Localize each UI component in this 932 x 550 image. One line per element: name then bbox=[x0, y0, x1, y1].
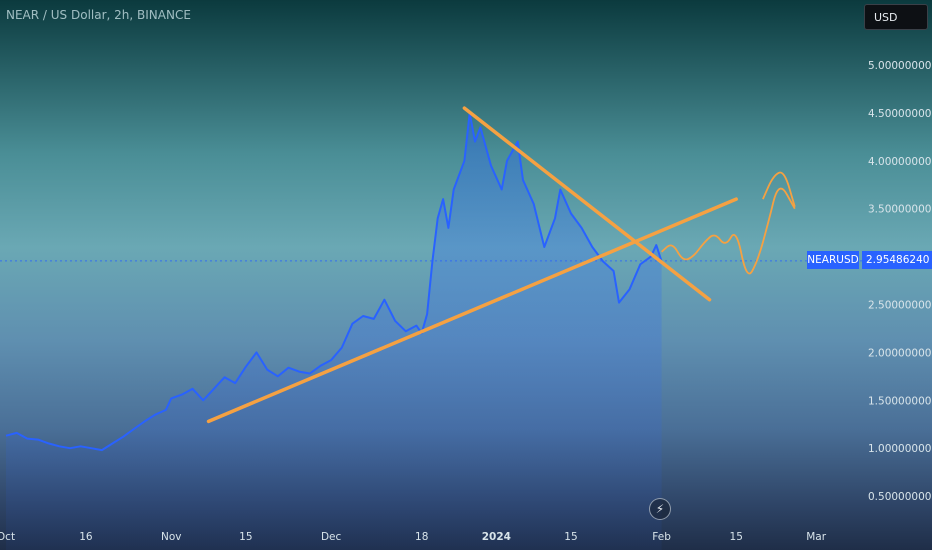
y-tick-label: 2.50000000 bbox=[868, 300, 931, 312]
x-tick-label: 15 bbox=[564, 531, 577, 543]
y-tick-label: 4.50000000 bbox=[868, 108, 931, 120]
y-tick-label: 4.00000000 bbox=[868, 156, 931, 168]
projection-path-upper[interactable] bbox=[762, 171, 796, 208]
chart-title: NEAR / US Dollar, 2h, BINANCE bbox=[6, 8, 191, 22]
y-tick-label: 5.00000000 bbox=[868, 60, 931, 72]
y-tick-label: 1.50000000 bbox=[868, 395, 931, 407]
x-tick-label: Feb bbox=[652, 531, 671, 543]
y-tick-label: 1.00000000 bbox=[868, 443, 931, 455]
price-line bbox=[5, 111, 663, 452]
y-axis: 5.00000000 4.50000000 4.00000000 3.50000000… bbox=[868, 60, 931, 503]
x-tick-label: Dec bbox=[321, 531, 342, 543]
trendline-1[interactable] bbox=[206, 197, 738, 424]
x-tick-label: 16 bbox=[79, 531, 93, 543]
trendline-2[interactable] bbox=[462, 106, 712, 302]
x-tick-label: 2024 bbox=[482, 531, 511, 543]
x-tick-label: Nov bbox=[161, 531, 182, 543]
x-tick-label: Oct bbox=[0, 531, 15, 543]
currency-button[interactable]: USD bbox=[864, 4, 928, 30]
price-label-value: 2.95486240 bbox=[862, 251, 932, 269]
x-tick-label: 18 bbox=[415, 531, 428, 543]
projection-path[interactable] bbox=[660, 187, 796, 275]
y-tick-label: 3.50000000 bbox=[868, 204, 931, 216]
x-tick-label: 15 bbox=[730, 531, 743, 543]
x-tick-label: Mar bbox=[806, 531, 826, 543]
trendline-layer[interactable] bbox=[206, 106, 796, 424]
x-axis: Oct 16 Nov 15 Dec 18 2024 15 Feb 15 Mar bbox=[0, 531, 827, 543]
y-tick-label: 2.00000000 bbox=[868, 347, 931, 359]
price-area bbox=[6, 112, 662, 550]
x-tick-label: 15 bbox=[239, 531, 252, 543]
price-area-layer bbox=[6, 112, 662, 550]
lightning-icon[interactable]: ⚡ bbox=[649, 498, 671, 520]
price-label-symbol: NEARUSD bbox=[807, 251, 859, 269]
y-tick-label: 0.50000000 bbox=[868, 491, 931, 503]
price-line-layer bbox=[5, 111, 663, 452]
